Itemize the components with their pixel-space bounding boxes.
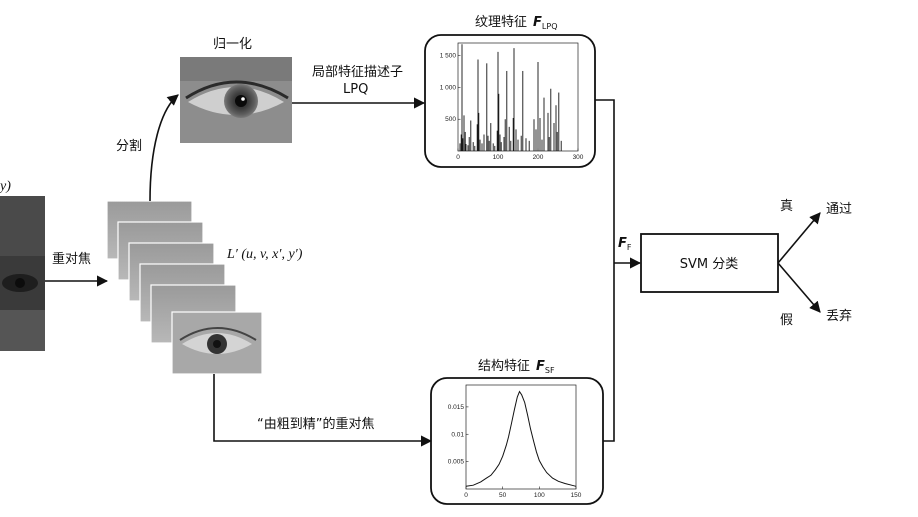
x-tick-label: 0: [456, 154, 460, 161]
segment-arrow: [149, 94, 179, 202]
discard-label: 丢弃: [826, 309, 852, 324]
x-tick-label: 100: [534, 492, 545, 499]
svm-box: [640, 233, 779, 293]
y-tick-label: 0.015: [448, 404, 465, 411]
x-tick-label: 50: [499, 492, 507, 499]
y-tick-label: 1 500: [440, 53, 457, 60]
x-tick-label: 0: [464, 492, 468, 499]
sf-curve-chart: 0 50 100 150 0.005 0.01 0.015: [448, 384, 582, 499]
coarse-to-fine-label: “由粗到精”的重对焦: [257, 416, 374, 432]
y-tick-label: 1 000: [440, 84, 457, 91]
segment-label: 分割: [116, 138, 142, 154]
normalize-label: 归一化: [213, 37, 252, 52]
texture-feature-title: 纹理特征 FLPQ: [475, 15, 557, 31]
coarse-to-fine-arrow: [213, 374, 433, 447]
y-tick-label: 500: [445, 116, 456, 123]
svm-label: SVM 分类: [680, 257, 739, 272]
refocus-label: 重对焦: [52, 251, 91, 267]
fused-feature-label: FF: [618, 236, 632, 252]
local-descriptor-label: 局部特征描述子: [312, 65, 403, 80]
x-tick-label: 200: [533, 154, 544, 161]
series-line: [465, 390, 577, 487]
texture-feature-box: [424, 34, 596, 168]
plot-frame: [465, 384, 577, 490]
x-tick-label: 300: [573, 154, 584, 161]
y-tick-label: 0.01: [451, 431, 464, 438]
pass-arrow: [777, 212, 821, 264]
normalized-eye-image: [180, 57, 292, 143]
lpq-label: LPQ: [343, 82, 368, 97]
true-label: 真: [780, 199, 793, 214]
discard-arrow: [777, 262, 821, 313]
x-tick-label: 100: [493, 154, 504, 161]
lightfield-function-label: L′ (u, v, x′, y′): [226, 247, 303, 262]
pass-label: 通过: [826, 202, 852, 217]
fusion-connector: [595, 99, 615, 442]
x-tick-label: 150: [571, 492, 582, 499]
partial-coordinate-label: y): [0, 179, 11, 194]
lpq-histogram-chart: 0 100 200 300 500 1 000 1 500: [440, 42, 584, 161]
refocus-image-stack: [106, 200, 263, 375]
false-label: 假: [780, 313, 793, 328]
raw-lightfield-image: [0, 196, 45, 351]
structure-feature-title: 结构特征 FSF: [478, 359, 555, 375]
y-tick-label: 0.005: [448, 459, 465, 466]
stack-image-6: [171, 311, 263, 375]
